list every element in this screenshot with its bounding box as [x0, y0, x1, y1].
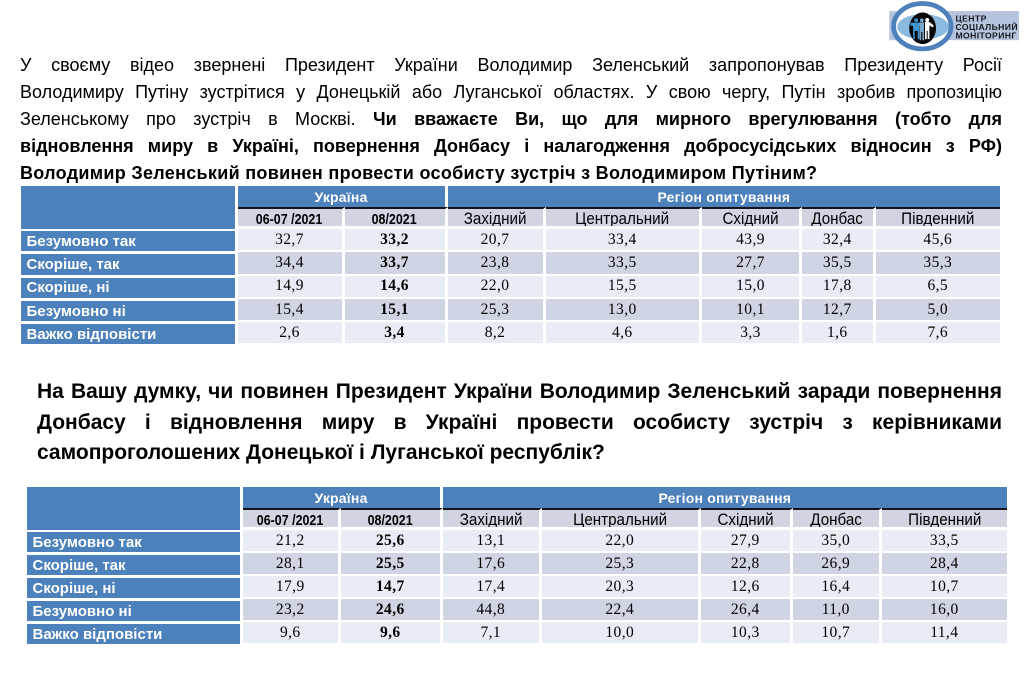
svg-text:МОНІТОРИНГ: МОНІТОРИНГ: [956, 31, 1017, 41]
svg-text:СОЦІАЛЬНИЙ: СОЦІАЛЬНИЙ: [956, 21, 1018, 32]
svg-text:ЦЕНТР: ЦЕНТР: [956, 13, 987, 23]
